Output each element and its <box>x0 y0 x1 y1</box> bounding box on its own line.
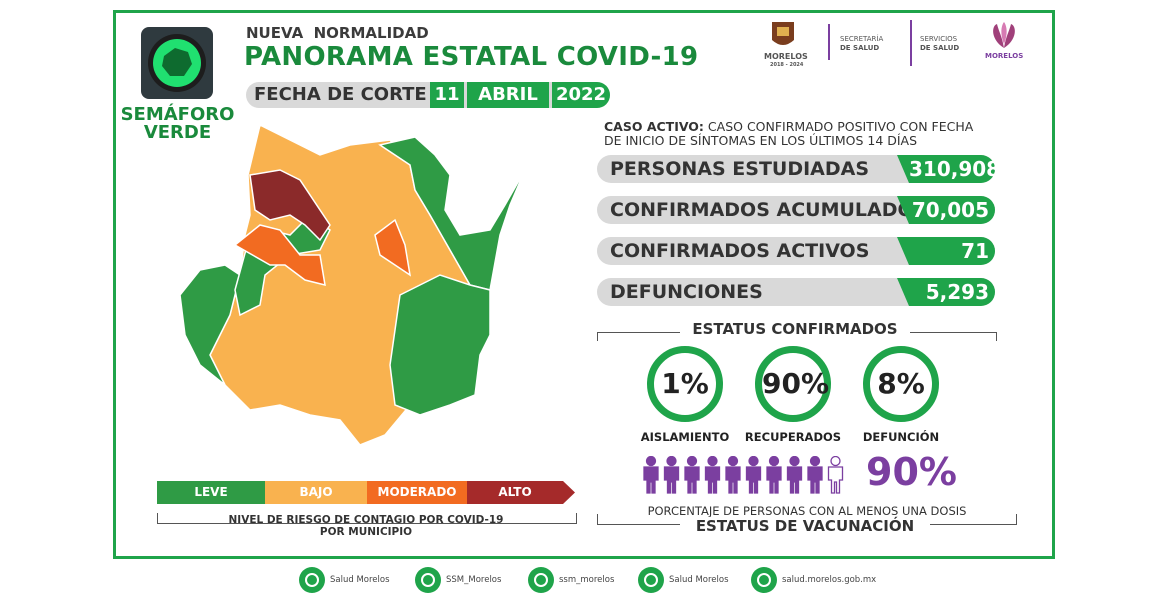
logo-text: MORELOS <box>985 52 1024 60</box>
date-year: 2022 <box>552 82 610 108</box>
social-link[interactable]: Salud Morelos <box>330 575 390 585</box>
divider <box>828 24 830 60</box>
date-bar <box>246 82 610 108</box>
kicker: NUEVA NORMALIDAD <box>246 24 429 42</box>
social-icon <box>299 567 325 593</box>
social-link[interactable]: ssm_morelos <box>559 575 615 585</box>
definition-term: CASO ACTIVO: <box>604 119 704 134</box>
stat-label: CONFIRMADOS ACUMULADOS <box>610 199 928 221</box>
title: PANORAMA ESTATAL COVID-19 <box>244 42 699 72</box>
people-icons <box>643 456 844 494</box>
legend-level: LEVE <box>157 481 265 504</box>
stat-value: 5,293 <box>897 278 995 306</box>
semaforo-label: SEMÁFORO <box>120 104 235 125</box>
vaccination-title: ESTATUS DE VACUNACIÓN <box>680 517 930 535</box>
social-icon <box>638 567 664 593</box>
logo-text: SERVICIOS <box>920 35 958 43</box>
date-month: ABRIL <box>467 82 549 108</box>
state-logo <box>772 22 794 45</box>
person-icon <box>643 456 659 494</box>
legend-arrow-tip <box>563 481 575 504</box>
status-label: RECUPERADOS <box>744 430 842 444</box>
social-link[interactable]: SSM_Morelos <box>446 575 502 585</box>
map <box>179 123 526 446</box>
semaforo-label: VERDE <box>143 122 212 143</box>
legend-caption: NIVEL DE RIESGO DE CONTAGIO POR COVID-19… <box>157 514 575 538</box>
person-icon <box>725 456 741 494</box>
vaccination-caption: PORCENTAJE DE PERSONAS CON AL MENOS UNA … <box>597 504 1017 518</box>
person-icon <box>704 456 721 494</box>
stat-label: PERSONAS ESTUDIADAS <box>610 158 870 180</box>
stat-label: CONFIRMADOS ACTIVOS <box>610 240 870 262</box>
status-label: AISLAMIENTO <box>640 430 730 444</box>
social-icon <box>415 567 441 593</box>
person-icon <box>807 456 823 494</box>
person-icon <box>663 456 680 494</box>
social-icon <box>751 567 777 593</box>
caption-text: NIVEL DE RIESGO DE CONTAGIO POR <box>228 514 444 526</box>
stat-label: DEFUNCIONES <box>610 281 763 303</box>
semaforo-icon <box>141 27 213 99</box>
map-regions <box>179 123 526 446</box>
status-circle: 90% <box>755 346 831 422</box>
date-day: 11 <box>430 82 464 108</box>
stat-value: 70,005 <box>897 196 995 224</box>
caption-text: POR MUNICIPIO <box>319 526 413 538</box>
status-circle: 8% <box>863 346 939 422</box>
legend-bracket <box>157 513 577 524</box>
caption-emphasis: COVID-19 <box>447 514 504 526</box>
logo-text: 2018 - 2024 <box>770 62 804 68</box>
divider <box>910 20 912 66</box>
person-icon <box>786 456 803 494</box>
stat-value: 71 <box>897 237 995 265</box>
logo-text: DE SALUD <box>840 44 880 52</box>
person-icon <box>766 456 782 494</box>
definition: CASO ACTIVO: CASO CONFIRMADO POSITIVO CO… <box>604 120 989 148</box>
legend-level: BAJO <box>265 481 367 504</box>
status-circle: 1% <box>647 346 723 422</box>
social-link[interactable]: salud.morelos.gob.mx <box>782 575 877 585</box>
person-icon <box>684 456 700 494</box>
status-label: DEFUNCIÓN <box>862 430 940 444</box>
person-icon <box>745 456 762 494</box>
vaccination-value: 90% <box>866 450 957 494</box>
social-icon <box>528 567 554 593</box>
definition-text: CASO CONFIRMADO POSITIVO CON FECHA DE IN… <box>604 119 974 148</box>
legend-level: ALTO <box>467 481 563 504</box>
caption-text: PORCENTAJE DE PERSONAS CON AL MENOS UNA … <box>647 504 967 518</box>
logo-text: DE SALUD <box>920 44 960 52</box>
social-link[interactable]: Salud Morelos <box>669 575 729 585</box>
frame <box>113 10 1055 559</box>
date-label: FECHA DE CORTE <box>254 84 427 105</box>
legend-level: MODERADO <box>367 481 467 504</box>
logo-text: MORELOS <box>764 52 808 61</box>
logo-text: SECRETARÍA <box>840 35 884 43</box>
person-icon <box>827 456 844 494</box>
brand-logo <box>993 22 1015 48</box>
stat-value: 310,908 <box>897 155 1001 183</box>
status-title: ESTATUS CONFIRMADOS <box>680 320 910 338</box>
